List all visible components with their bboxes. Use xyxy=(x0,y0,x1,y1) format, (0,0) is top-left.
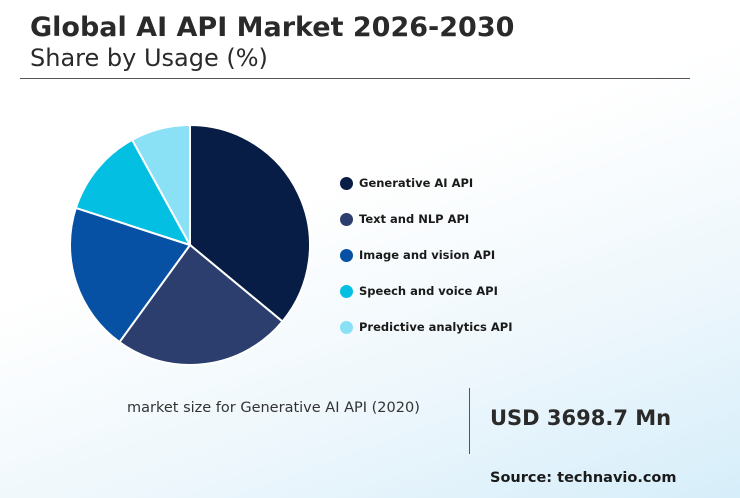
pie-slice-generative-ai-api xyxy=(189,123,311,323)
legend-label: Speech and voice API xyxy=(359,284,498,298)
legend-label: Image and vision API xyxy=(359,248,496,262)
chart-subtitle: Share by Usage (%) xyxy=(30,44,268,72)
legend-item: Image and vision API xyxy=(340,245,495,265)
market-size-value: USD 3698.7 Mn xyxy=(490,406,672,430)
legend-item: Text and NLP API xyxy=(340,209,469,229)
pie-slice-text-and-nlp-api xyxy=(118,243,284,366)
legend-label: Generative AI API xyxy=(359,176,474,190)
legend-item: Generative AI API xyxy=(340,173,473,193)
legend-swatch xyxy=(340,212,353,226)
title-divider xyxy=(20,78,690,79)
footer-divider xyxy=(469,388,470,454)
legend-swatch xyxy=(340,248,353,262)
legend-item: Predictive analytics API xyxy=(340,317,513,337)
pie-slice-speech-and-voice-api xyxy=(74,138,193,247)
legend-item: Speech and voice API xyxy=(340,281,498,301)
legend-label: Predictive analytics API xyxy=(359,320,513,334)
pie-slice-image-and-vision-api xyxy=(69,206,192,344)
legend-swatch xyxy=(340,284,353,298)
legend-swatch xyxy=(340,320,353,334)
pie-slice-predictive-analytics-api xyxy=(130,123,191,246)
source-credit: Source: technavio.com xyxy=(490,470,677,486)
legend-swatch xyxy=(340,176,353,190)
market-size-caption: market size for Generative AI API (2020) xyxy=(127,400,420,416)
chart-title: Global AI API Market 2026-2030 xyxy=(30,12,515,43)
legend-label: Text and NLP API xyxy=(359,212,470,226)
